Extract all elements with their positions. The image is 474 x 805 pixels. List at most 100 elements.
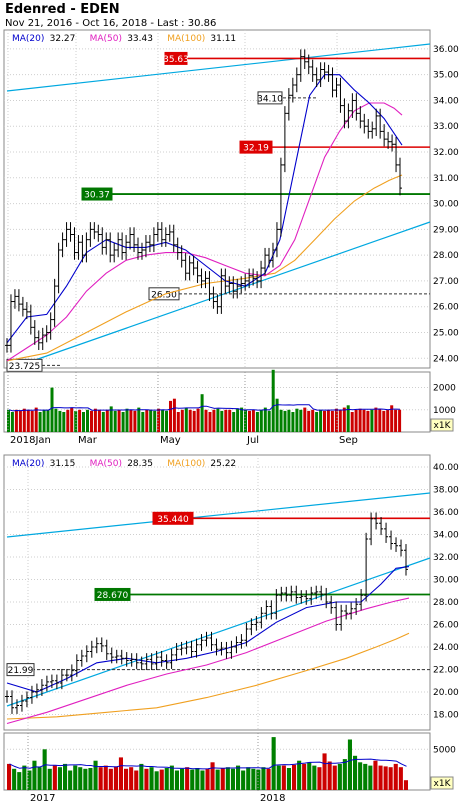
- volume-bar: [139, 763, 144, 790]
- volume-bar: [337, 763, 342, 790]
- volume-bar: [311, 409, 315, 432]
- level-label-box: [164, 51, 188, 65]
- volume-bar: [129, 767, 134, 790]
- volume-bar: [169, 400, 172, 432]
- volume-bar: [125, 408, 129, 432]
- volume-bar: [118, 757, 123, 790]
- volume-average-line: [8, 404, 401, 412]
- volume-bar: [307, 762, 312, 790]
- y-tick-label: 30.00: [433, 200, 459, 210]
- x-tick-label: 2017: [30, 793, 55, 804]
- volume-bar: [332, 765, 337, 790]
- volume-bar: [105, 409, 109, 432]
- volume-bar: [342, 407, 346, 432]
- volume-bar: [164, 768, 169, 790]
- level-label: 26.50: [151, 290, 177, 300]
- volume-bar: [251, 409, 255, 432]
- ma100-line: [6, 632, 410, 720]
- volume-tick-label: 1000: [433, 406, 456, 416]
- volume-bar: [326, 409, 330, 432]
- volume-bar: [216, 408, 220, 432]
- y-tick-label: 22.00: [433, 666, 459, 676]
- volume-bar: [350, 412, 354, 432]
- legend-label: MA(20): [12, 459, 44, 469]
- volume-bar: [10, 412, 14, 432]
- volume-bar: [169, 765, 174, 790]
- volume-bar: [153, 410, 157, 432]
- y-tick-label: 24.00: [433, 354, 459, 364]
- volume-bar: [378, 765, 383, 790]
- volume-bar: [228, 409, 232, 432]
- volume-unit-label: x1K: [434, 421, 452, 431]
- volume-bar: [26, 409, 30, 432]
- legend-label: MA(100): [167, 459, 205, 469]
- volume-bar: [307, 410, 311, 432]
- y-tick-label: 25.00: [433, 328, 459, 338]
- volume-bar: [101, 412, 105, 432]
- level-label-box: [257, 91, 283, 105]
- volume-bar: [283, 410, 287, 432]
- level-label: 30.37: [84, 191, 110, 201]
- trend-line: [6, 492, 431, 538]
- volume-bar: [134, 770, 139, 790]
- volume-bar: [185, 767, 190, 790]
- volume-bar: [7, 763, 12, 790]
- volume-bar: [68, 770, 73, 790]
- volume-bar: [208, 412, 212, 432]
- volume-bar: [353, 755, 358, 790]
- volume-bar: [58, 410, 62, 432]
- volume-bar: [137, 407, 141, 432]
- volume-bar: [276, 765, 281, 790]
- volume-bar: [212, 409, 216, 432]
- x-tick-label: Sep: [339, 435, 358, 446]
- volume-bar: [347, 739, 352, 790]
- y-tick-label: 27.00: [433, 277, 459, 287]
- volume-unit-box: [430, 418, 454, 432]
- volume-bar: [248, 410, 251, 432]
- volume-bar: [82, 412, 85, 432]
- volume-bar: [275, 398, 279, 432]
- volume-bar: [14, 409, 18, 432]
- x-tick-label: 2018: [260, 793, 285, 804]
- trend-line: [6, 557, 431, 707]
- level-label-box: [6, 663, 35, 677]
- volume-bar: [297, 760, 302, 790]
- volume-bar: [338, 409, 342, 432]
- volume-bar: [157, 408, 161, 432]
- volume-unit-box: [430, 776, 454, 790]
- volume-bar: [263, 407, 267, 432]
- volume-bar: [42, 409, 46, 432]
- volume-bar: [271, 369, 275, 432]
- volume-bar: [141, 412, 145, 432]
- volume-bar: [93, 760, 98, 790]
- y-tick-label: 38.00: [433, 486, 459, 496]
- volume-bar: [303, 407, 307, 432]
- volume-bar: [403, 780, 408, 790]
- y-tick-label: 26.00: [433, 303, 459, 313]
- volume-bar: [184, 407, 188, 432]
- volume-bar: [109, 406, 113, 432]
- y-tick-label: 31.00: [433, 174, 459, 184]
- volume-bar: [232, 412, 236, 432]
- volume-bar: [63, 763, 68, 790]
- volume-bar: [205, 768, 210, 790]
- volume-bar: [224, 409, 228, 432]
- legend-value: 33.43: [127, 34, 153, 44]
- level-label-box: [6, 358, 43, 372]
- y-tick-label: 32.00: [433, 148, 459, 158]
- level-label: 34.10: [257, 94, 283, 104]
- volume-bar: [103, 765, 108, 790]
- volume-bar: [188, 409, 192, 432]
- y-tick-label: 40.00: [433, 463, 459, 473]
- volume-bar: [358, 408, 362, 432]
- volume-bar: [129, 409, 133, 432]
- volume-bar: [176, 412, 180, 432]
- volume-bar: [388, 767, 393, 790]
- volume-bar: [366, 410, 370, 432]
- volume-bar: [154, 771, 159, 790]
- volume-bar: [200, 770, 205, 790]
- volume-bar: [18, 410, 22, 432]
- volume-bar: [159, 769, 164, 790]
- volume-bar: [246, 767, 251, 790]
